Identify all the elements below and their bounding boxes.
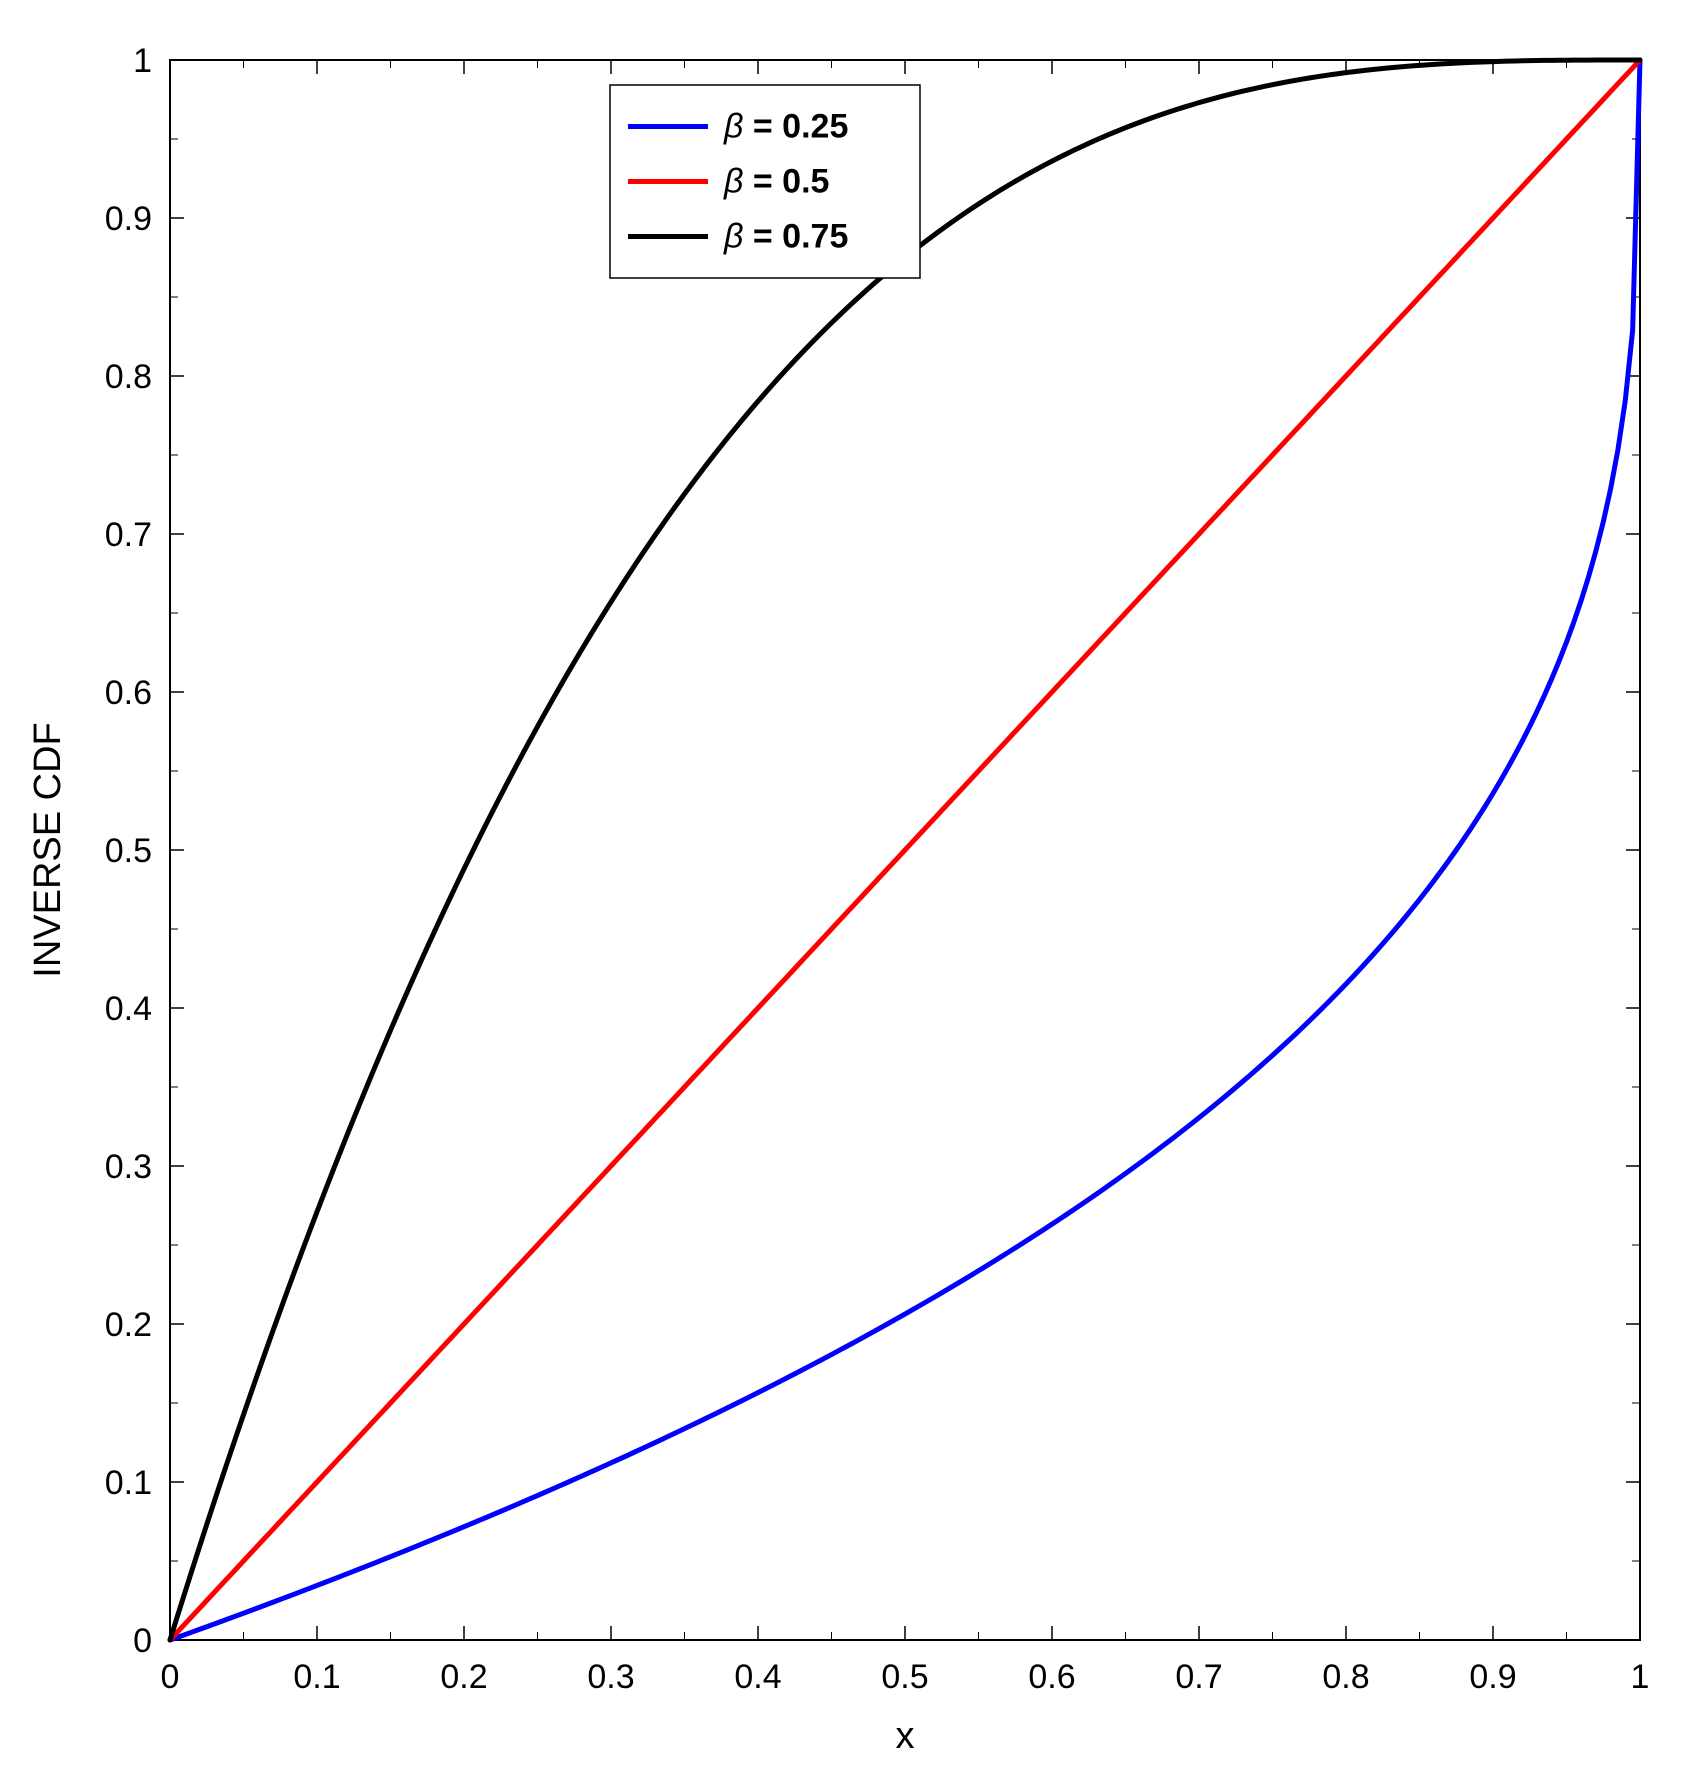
x-axis-label: x xyxy=(896,1715,915,1757)
x-tick-label: 0.3 xyxy=(587,1658,634,1696)
legend-label-beta-0.25: β = 0.25 xyxy=(723,108,848,146)
inverse-cdf-chart: 0 0.1 0.2 0.3 0.4 0.5 0.6 0.7 0.8 0.9 1 x 0 0.1 0.2 0.3… xyxy=(0,0,1683,1791)
y-tick-label: 0.7 xyxy=(105,516,152,554)
y-tick-label: 0 xyxy=(133,1622,152,1660)
x-tick-label: 0 xyxy=(161,1658,180,1696)
legend: β = 0.25 β = 0.5 β = 0.75 xyxy=(610,85,920,278)
x-tick-label: 0.1 xyxy=(293,1658,340,1696)
y-tick-label: 0.3 xyxy=(105,1148,152,1186)
x-tick-label: 0.8 xyxy=(1322,1658,1369,1696)
y-tick-label: 0.8 xyxy=(105,358,152,396)
y-tick-label: 0.5 xyxy=(105,832,152,870)
x-tick-label: 0.7 xyxy=(1175,1658,1222,1696)
y-tick-label: 0.4 xyxy=(105,990,152,1028)
x-tick-label: 0.6 xyxy=(1028,1658,1075,1696)
y-tick-label: 0.9 xyxy=(105,200,152,238)
x-tick-label: 1 xyxy=(1631,1658,1650,1696)
y-tick-label: 0.6 xyxy=(105,674,152,712)
x-tick-label: 0.5 xyxy=(881,1658,928,1696)
legend-label-beta-0.5: β = 0.5 xyxy=(723,163,829,201)
x-tick-label: 0.4 xyxy=(734,1658,781,1696)
y-axis-label: INVERSE CDF xyxy=(27,722,69,977)
legend-label-beta-0.75: β = 0.75 xyxy=(723,218,848,256)
x-tick-label: 0.9 xyxy=(1469,1658,1516,1696)
y-tick-label: 0.1 xyxy=(105,1464,152,1502)
y-tick-label: 0.2 xyxy=(105,1306,152,1344)
y-tick-label: 1 xyxy=(133,42,152,80)
chart-container: 0 0.1 0.2 0.3 0.4 0.5 0.6 0.7 0.8 0.9 1 x 0 0.1 0.2 0.3… xyxy=(0,0,1683,1791)
x-tick-label: 0.2 xyxy=(440,1658,487,1696)
